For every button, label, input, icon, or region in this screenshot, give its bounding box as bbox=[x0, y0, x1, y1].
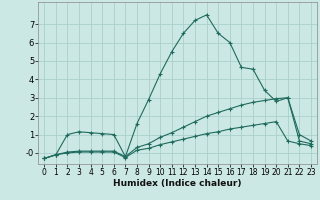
X-axis label: Humidex (Indice chaleur): Humidex (Indice chaleur) bbox=[113, 179, 242, 188]
